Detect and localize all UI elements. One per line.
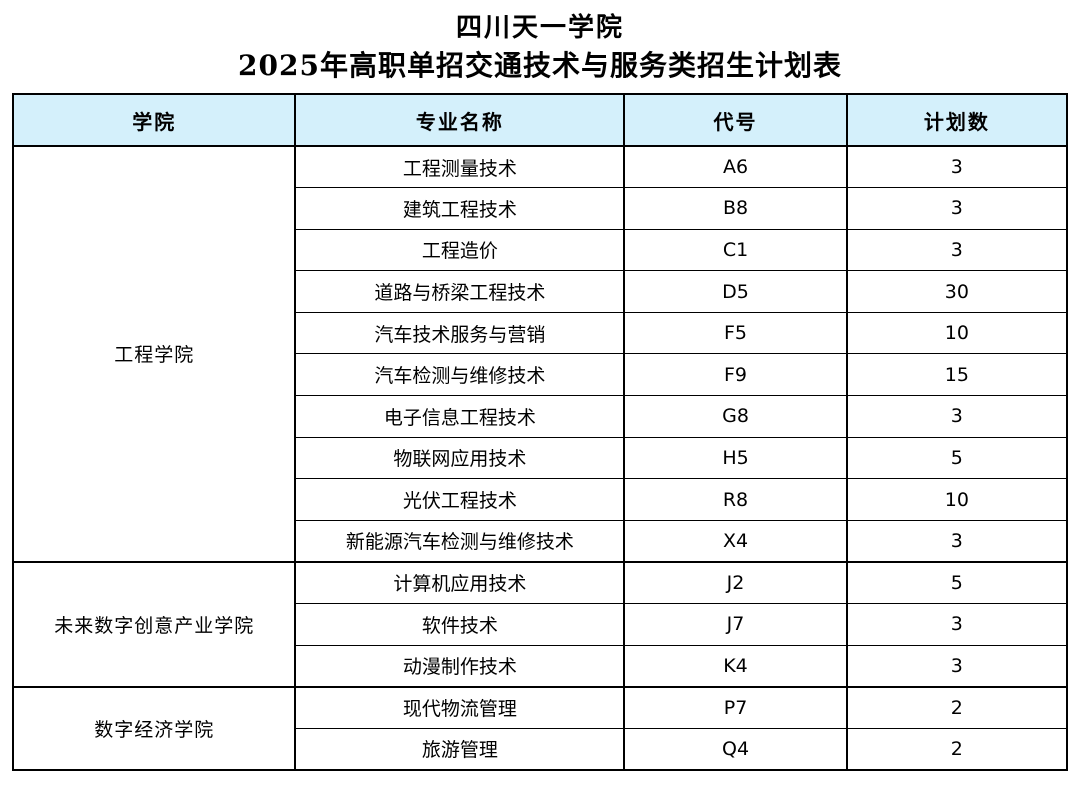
- table-row: 未来数字创意产业学院 计算机应用技术 J2 5: [11, 560, 1069, 688]
- code-cell: C1: [623, 228, 848, 272]
- code-cell: K4: [623, 644, 848, 688]
- code-cell: D5: [623, 270, 848, 313]
- table-row: 电子信息工程技术 G8 3: [13, 395, 1069, 438]
- admission-plan-table: 学院 专业名称 代号 计划数 工程学院 工程测量技术 A6 3 建筑工程技术 B…: [11, 93, 1069, 771]
- header-cell-plan: 计划数: [845, 93, 1069, 147]
- table-row: 建筑工程技术 B8 3: [13, 187, 1069, 230]
- college-cell: 工程学院: [11, 145, 297, 563]
- code-cell: P7: [623, 685, 848, 729]
- major-cell: 现代物流管理: [294, 685, 626, 729]
- plan-cell: 3: [845, 187, 1069, 230]
- code-cell: R8: [623, 478, 848, 521]
- plan-cell: 30: [845, 270, 1069, 313]
- major-cell: 新能源汽车检测与维修技术: [294, 519, 626, 563]
- plan-cell: 3: [845, 519, 1069, 563]
- table-row: 动漫制作技术 K4 3: [13, 644, 1069, 688]
- code-cell: H5: [623, 436, 848, 480]
- table-row: 数字经济学院 现代物流管理 P7 2: [11, 685, 1069, 771]
- table-row: 工程学院 工程测量技术 A6 3: [11, 145, 1069, 563]
- header-cell-college: 学院: [11, 93, 297, 147]
- plan-cell: 3: [845, 644, 1069, 688]
- table-row: 汽车技术服务与营销 F5 10: [13, 311, 1069, 355]
- major-cell: 计算机应用技术: [294, 560, 626, 605]
- major-cell: 汽车检测与维修技术: [294, 353, 626, 397]
- plan-cell: 3: [845, 145, 1069, 189]
- plan-cell: 15: [845, 353, 1069, 397]
- header-cell-code: 代号: [623, 93, 848, 147]
- code-cell: A6: [623, 145, 848, 189]
- page-title-line2: 2025年高职单招交通技术与服务类招生计划表: [238, 49, 842, 82]
- table-row: 旅游管理 Q4 2: [13, 727, 1069, 771]
- plan-cell: 3: [845, 603, 1069, 646]
- header-cell-major: 专业名称: [294, 93, 626, 147]
- plan-cell: 3: [845, 228, 1069, 272]
- plan-cell: 3: [845, 395, 1069, 438]
- table-row: 汽车检测与维修技术 F9 15: [13, 353, 1069, 397]
- plan-cell: 10: [845, 311, 1069, 355]
- code-cell: J2: [623, 560, 848, 605]
- code-cell: B8: [623, 187, 848, 230]
- table-row: 工程造价 C1 3: [13, 228, 1069, 272]
- major-cell: 工程测量技术: [294, 145, 626, 189]
- code-cell: F5: [623, 311, 848, 355]
- table-row: 物联网应用技术 H5 5: [13, 436, 1069, 480]
- code-cell: G8: [623, 395, 848, 438]
- page-title-line1: 四川天一学院: [455, 13, 624, 43]
- table-row: 软件技术 J7 3: [13, 603, 1069, 646]
- table-row: 光伏工程技术 R8 10: [13, 478, 1069, 521]
- page-title: 四川天一学院 2025年高职单招交通技术与服务类招生计划表: [0, 0, 1080, 86]
- plan-cell: 2: [845, 727, 1069, 771]
- major-cell: 工程造价: [294, 228, 626, 272]
- major-cell: 建筑工程技术: [294, 187, 626, 230]
- plan-cell: 10: [845, 478, 1069, 521]
- code-cell: X4: [623, 519, 848, 563]
- header-row: 学院 专业名称 代号 计划数: [11, 93, 1069, 147]
- major-cell: 电子信息工程技术: [294, 395, 626, 438]
- code-cell: F9: [623, 353, 848, 397]
- major-cell: 道路与桥梁工程技术: [294, 270, 626, 313]
- plan-cell: 5: [845, 560, 1069, 605]
- college-cell: 数字经济学院: [11, 685, 297, 771]
- table-row: 新能源汽车检测与维修技术 X4 3: [13, 519, 1069, 563]
- major-cell: 光伏工程技术: [294, 478, 626, 521]
- code-cell: Q4: [623, 727, 848, 771]
- plan-cell: 2: [845, 685, 1069, 729]
- code-cell: J7: [623, 603, 848, 646]
- major-cell: 旅游管理: [294, 727, 626, 771]
- plan-cell: 5: [845, 436, 1069, 480]
- major-cell: 动漫制作技术: [294, 644, 626, 688]
- major-cell: 物联网应用技术: [294, 436, 626, 480]
- college-cell: 未来数字创意产业学院: [11, 560, 297, 688]
- table-row: 道路与桥梁工程技术 D5 30: [13, 270, 1069, 313]
- major-cell: 软件技术: [294, 603, 626, 646]
- major-cell: 汽车技术服务与营销: [294, 311, 626, 355]
